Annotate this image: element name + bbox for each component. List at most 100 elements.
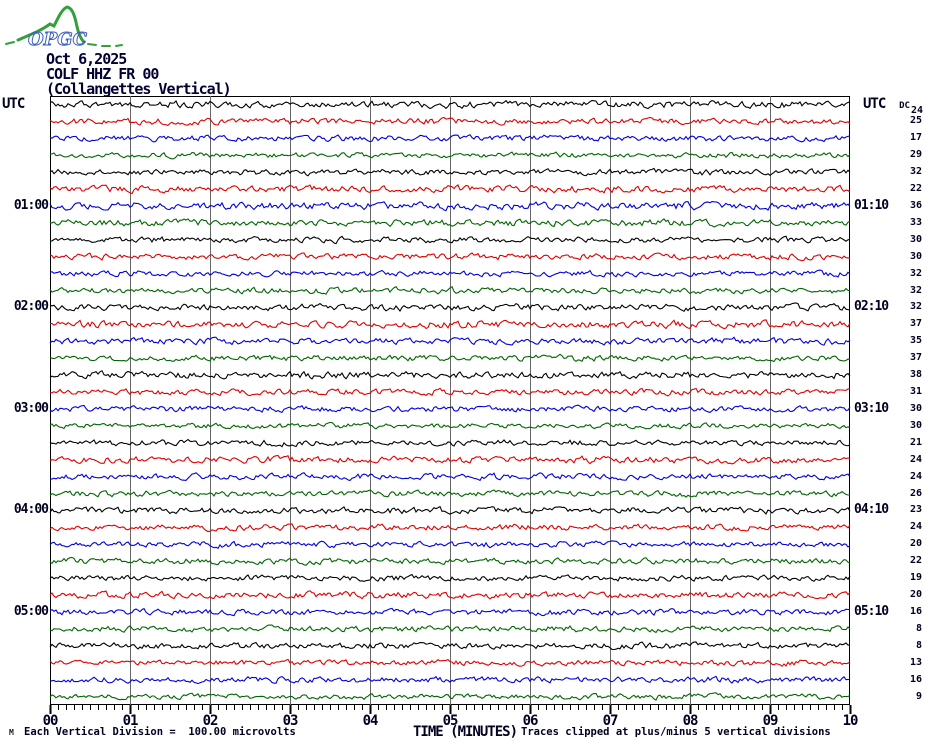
dc-value-row-14: 37	[909, 318, 922, 330]
trace-row-21	[49, 454, 851, 465]
logo-curve-dash-left	[5, 41, 15, 45]
logo-mountain-curve	[16, 5, 86, 44]
dc-offset-header: DC24	[878, 95, 923, 116]
x-axis-title: TIME (MINUTES)	[413, 724, 518, 740]
dc-value-row-19: 30	[909, 402, 922, 414]
dc-value-row-32: 8	[915, 622, 922, 634]
dc-value-row-36: 9	[915, 690, 922, 702]
corner-mark: M	[9, 728, 14, 737]
trace-row-5	[49, 184, 851, 195]
dc-value-row-2: 25	[909, 115, 922, 127]
hour-label-right-0210: 02:10	[854, 299, 889, 315]
dc-value-row-11: 32	[909, 267, 922, 279]
x-tick-label-00: 00	[42, 713, 59, 729]
hour-label-left-0300: 03:00	[13, 400, 49, 416]
dc-value-row-29: 19	[909, 572, 922, 584]
clip-note: Traces clipped at plus/minus 5 vertical …	[521, 726, 831, 738]
hour-label-left-0400: 04:00	[13, 502, 49, 518]
hour-label-right-0110: 01:10	[854, 197, 889, 213]
dc-value-row-35: 16	[909, 673, 922, 685]
x-tick-label-08: 08	[682, 713, 699, 729]
x-tick-label-02: 02	[202, 713, 219, 729]
dc-value-row-13: 32	[909, 301, 922, 313]
trace-row-10	[49, 269, 851, 278]
dc-value-row-3: 17	[909, 132, 922, 144]
dc-value-row-17: 38	[909, 369, 922, 381]
x-tick-label-03: 03	[282, 713, 299, 729]
trace-row-6	[49, 201, 851, 212]
hour-label-right-0310: 03:10	[854, 400, 889, 416]
trace-row-1	[49, 116, 851, 127]
x-tick-label-09: 09	[762, 713, 779, 729]
dc-value-row-22: 24	[909, 453, 922, 465]
header-location: (Collangettes Vertical)	[46, 80, 232, 98]
opgc-logo: OPGC	[5, 5, 123, 51]
dc-value-row-31: 16	[909, 605, 922, 617]
trace-row-24	[49, 505, 851, 515]
trace-row-15	[49, 353, 851, 363]
dc-value-row-18: 31	[909, 386, 922, 398]
trace-row-12	[49, 302, 851, 313]
dc-value-row-24: 26	[909, 487, 922, 499]
dc-value-row-16: 37	[909, 352, 922, 364]
trace-row-4	[49, 167, 851, 177]
dc-value-row-26: 24	[909, 521, 922, 533]
scale-note: Each Vertical Division = 100.00 microvol…	[24, 726, 296, 738]
trace-row-22	[49, 472, 851, 482]
trace-row-33	[49, 658, 851, 668]
trace-row-19	[49, 421, 851, 430]
dc-value-row-20: 30	[909, 419, 922, 431]
logo-text: OPGC	[28, 29, 88, 50]
dc-value-row-23: 24	[909, 470, 922, 482]
hour-label-left-0200: 02:00	[13, 299, 49, 315]
dc-value-row-27: 20	[909, 538, 922, 550]
x-tick-label-06: 06	[522, 713, 539, 729]
x-tick-label-10: 10	[842, 713, 859, 729]
trace-row-31	[49, 624, 851, 634]
trace-row-18	[49, 404, 851, 414]
header-date: Oct 6,2025	[46, 50, 127, 68]
dc-value-row-4: 29	[909, 149, 922, 161]
trace-row-34	[49, 675, 851, 685]
dc-value-row-9: 30	[909, 233, 922, 245]
dc-value-row-28: 22	[909, 555, 922, 567]
trace-row-32	[49, 641, 850, 651]
trace-row-30	[49, 607, 851, 617]
x-tick-label-07: 07	[602, 713, 619, 729]
dc-value-row-5: 32	[909, 166, 922, 178]
trace-row-27	[49, 556, 851, 566]
trace-row-7	[49, 218, 851, 228]
trace-row-13	[49, 319, 851, 330]
x-tick-label-01: 01	[122, 713, 139, 729]
header-station: COLF HHZ FR 00	[46, 65, 159, 83]
hour-label-right-0410: 04:10	[854, 502, 889, 518]
dc-value-row-8: 33	[909, 216, 922, 228]
trace-row-17	[50, 387, 851, 397]
trace-row-26	[49, 540, 851, 550]
dc-value-row-10: 30	[909, 250, 922, 262]
trace-row-0	[49, 99, 851, 110]
dc-value-row-6: 22	[909, 183, 922, 195]
dc-value-first: 24	[910, 105, 923, 116]
logo-curve-dash-right	[87, 43, 123, 47]
dc-value-row-25: 23	[909, 504, 922, 516]
trace-row-20	[49, 438, 851, 448]
trace-row-14	[49, 336, 851, 346]
trace-row-16	[49, 370, 851, 380]
trace-row-28	[49, 573, 851, 582]
dc-label: DC	[899, 101, 910, 111]
utc-label-left: UTC	[2, 96, 25, 112]
x-tick-label-05: 05	[442, 713, 459, 729]
trace-row-25	[49, 523, 851, 533]
dc-value-row-15: 35	[909, 335, 922, 347]
trace-row-35	[49, 692, 851, 701]
dc-value-row-33: 8	[915, 639, 922, 651]
trace-row-11	[49, 285, 850, 295]
dc-value-row-34: 13	[909, 656, 922, 668]
trace-row-8	[49, 235, 851, 245]
dc-value-row-21: 21	[909, 436, 922, 448]
hour-label-left-0500: 05:00	[13, 603, 49, 619]
x-tick-label-04: 04	[362, 713, 379, 729]
